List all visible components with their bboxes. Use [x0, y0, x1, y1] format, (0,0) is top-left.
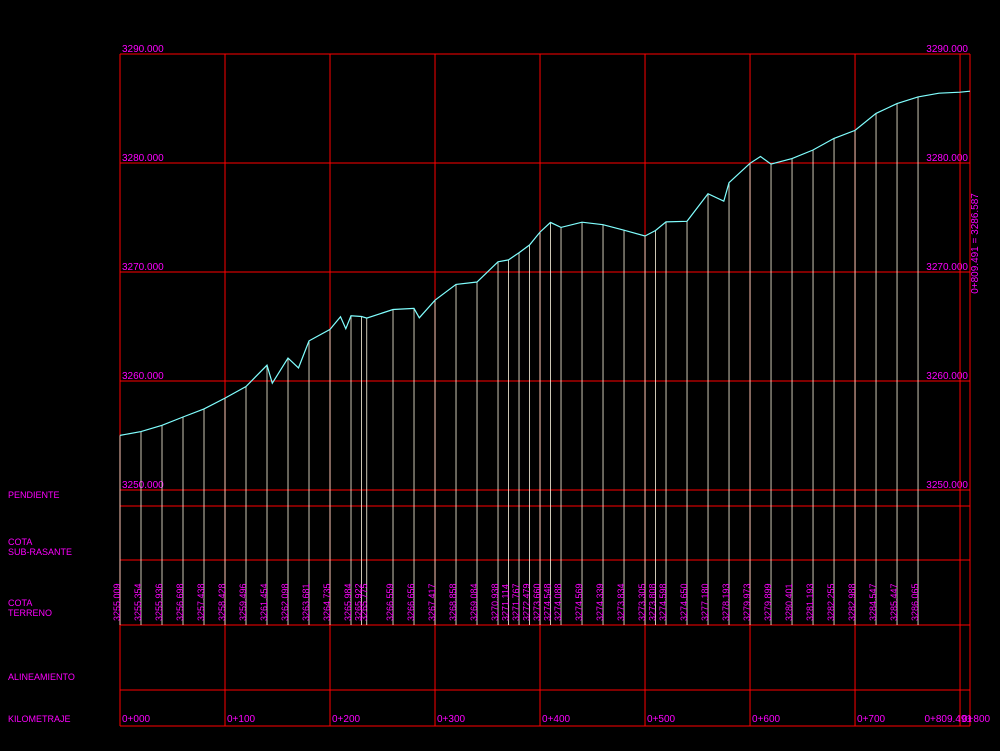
cota-terreno-value: 3274.569	[574, 583, 584, 621]
cota-terreno-value: 3265.775	[359, 583, 369, 621]
y-axis-label-right: 3250.000	[926, 480, 968, 491]
kilometraje-label: 0+300	[437, 714, 466, 725]
cota-terreno-value: 3278.193	[721, 583, 731, 621]
cota-terreno-value: 3256.698	[175, 583, 185, 621]
cota-terreno-value: 3273.305	[637, 583, 647, 621]
kilometraje-label: 0+400	[542, 714, 571, 725]
cota-terreno-value: 3262.098	[280, 583, 290, 621]
kilometraje-label: 0+600	[752, 714, 781, 725]
cota-terreno-value: 3255.354	[133, 583, 143, 621]
table-row-label: COTA	[8, 537, 32, 547]
cota-terreno-value: 3273.660	[532, 583, 542, 621]
cota-terreno-value: 3255.936	[154, 583, 164, 621]
cota-terreno-value: 3257.438	[196, 583, 206, 621]
cota-terreno-value: 3272.479	[522, 583, 532, 621]
cota-terreno-value: 3271.114	[501, 584, 511, 621]
table-row-label: KILOMETRAJE	[8, 714, 71, 724]
table-row-label: SUB-RASANTE	[8, 547, 72, 557]
cota-terreno-value: 3273.808	[648, 583, 658, 621]
cota-terreno-value: 3268.858	[448, 583, 458, 621]
cota-terreno-value: 3274.650	[679, 583, 689, 621]
longitudinal-profile-chart: 3250.000 3250.000 3260.000 3260.000 3270.000…	[0, 0, 1000, 751]
cota-terreno-value: 3264.735	[322, 583, 332, 621]
y-axis-label-left: 3250.000	[122, 480, 164, 491]
y-axis-label-right: 3290.000	[926, 44, 968, 55]
table-row-label: PENDIENTE	[8, 490, 60, 500]
table-row-label: ALINEAMIENTO	[8, 672, 75, 682]
y-axis-label-right: 3270.000	[926, 262, 968, 273]
cota-terreno-value: 3285.447	[889, 583, 899, 621]
kilometraje-label: 0+809.491	[924, 714, 972, 725]
cota-terreno-value: 3274.088	[553, 583, 563, 621]
kilometraje-label: 0+200	[332, 714, 361, 725]
cota-terreno-value: 3281.193	[805, 583, 815, 621]
cota-terreno-value: 3274.339	[595, 583, 605, 621]
y-axis-label-right: 3280.000	[926, 153, 968, 164]
cota-terreno-value: 3273.834	[616, 583, 626, 621]
y-axis-label-left: 3290.000	[122, 44, 164, 55]
cota-terreno-value: 3280.401	[784, 583, 794, 621]
cota-terreno-value: 3258.428	[217, 583, 227, 621]
cota-terreno-value: 3269.084	[469, 583, 479, 621]
cota-terreno-value: 3266.656	[406, 583, 416, 621]
cota-terreno-value: 3259.496	[238, 583, 248, 621]
kilometraje-label: 0+700	[857, 714, 886, 725]
cota-terreno-value: 3279.899	[763, 583, 773, 621]
cota-terreno-value: 3263.681	[301, 583, 311, 621]
cota-terreno-value: 3255.009	[112, 583, 122, 621]
cota-terreno-value: 3261.454	[259, 583, 269, 621]
end-station-annotation: 0+809.491 = 3286.587	[970, 193, 981, 294]
table-row-label: COTA	[8, 598, 32, 608]
y-axis-label-left: 3260.000	[122, 371, 164, 382]
cota-terreno-value: 3284.547	[868, 583, 878, 621]
cota-terreno-value: 3274.548	[543, 583, 553, 621]
y-axis-label-left: 3270.000	[122, 262, 164, 273]
y-axis-label-right: 3260.000	[926, 371, 968, 382]
cota-terreno-value: 3270.938	[490, 583, 500, 621]
cota-terreno-value: 3282.988	[847, 583, 857, 621]
cota-terreno-value: 3279.973	[742, 583, 752, 621]
cota-terreno-value: 3266.559	[385, 583, 395, 621]
kilometraje-label: 0+500	[647, 714, 676, 725]
cota-terreno-value: 3286.065	[910, 583, 920, 621]
cota-terreno-value: 3277.180	[700, 583, 710, 621]
cota-terreno-value: 3267.417	[427, 583, 437, 621]
kilometraje-label: 0+100	[227, 714, 256, 725]
cota-terreno-value: 3274.598	[658, 583, 668, 621]
table-row-label: TERRENO	[8, 608, 52, 618]
kilometraje-label: 0+000	[122, 714, 151, 725]
cota-terreno-value: 3271.767	[511, 583, 521, 621]
cota-terreno-value: 3265.984	[343, 583, 353, 621]
y-axis-label-left: 3280.000	[122, 153, 164, 164]
cota-terreno-value: 3282.255	[826, 583, 836, 621]
